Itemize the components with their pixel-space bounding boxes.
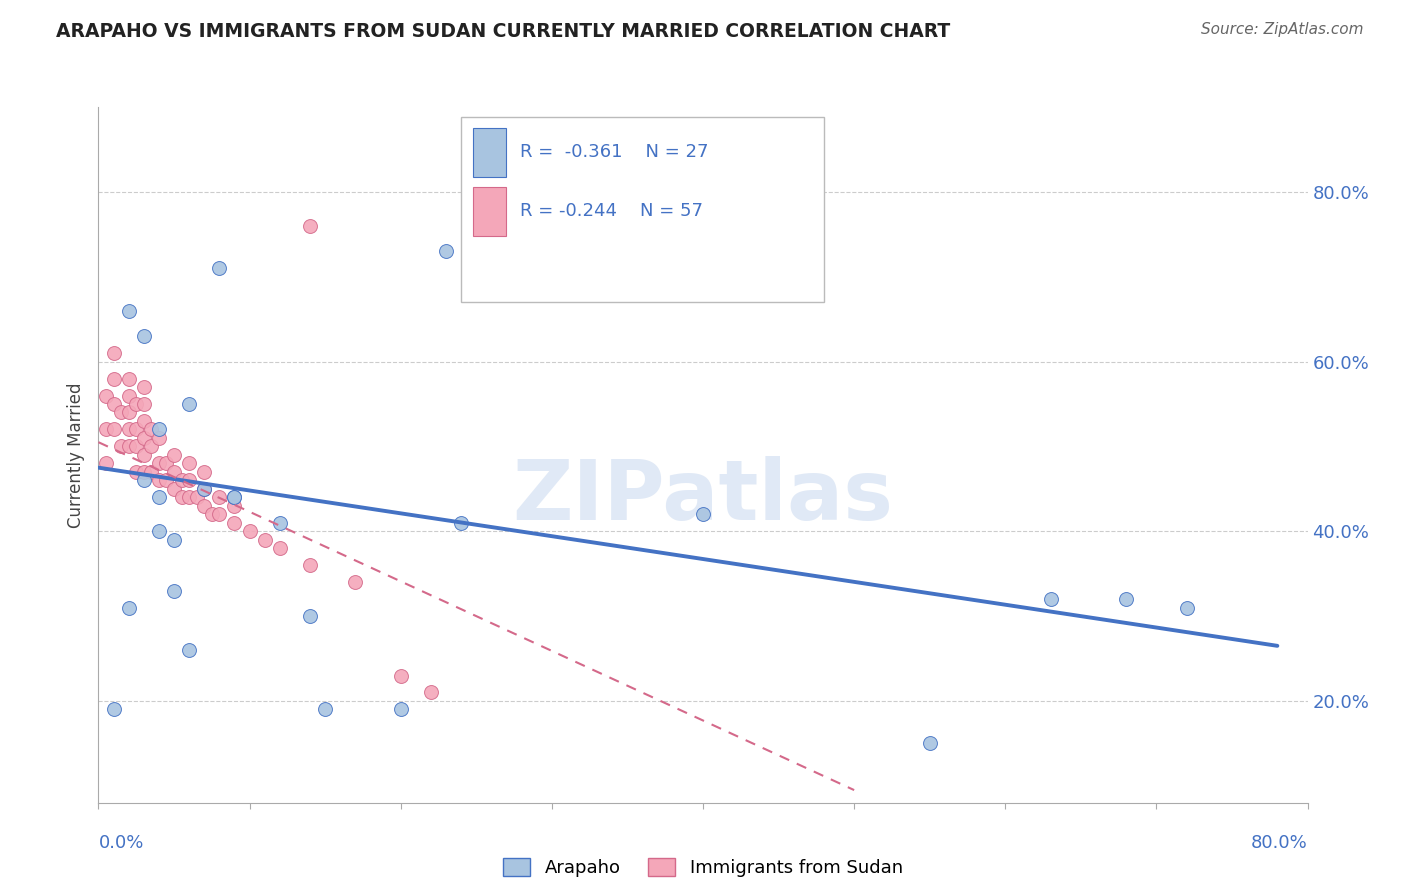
- Point: [186, 491, 208, 505]
- Point: [148, 474, 170, 488]
- Point: [1115, 592, 1137, 607]
- Point: [389, 668, 412, 682]
- Point: [170, 474, 193, 488]
- Point: [208, 261, 231, 276]
- Point: [132, 474, 155, 488]
- Point: [269, 516, 291, 530]
- Point: [163, 533, 186, 547]
- Point: [141, 465, 163, 479]
- Point: [1039, 592, 1062, 607]
- Point: [163, 465, 186, 479]
- Point: [269, 541, 291, 556]
- Point: [132, 431, 155, 445]
- Point: [103, 702, 125, 716]
- Point: [103, 371, 125, 385]
- Point: [224, 491, 246, 505]
- Point: [179, 457, 201, 471]
- Point: [118, 303, 141, 318]
- Point: [163, 583, 186, 598]
- Point: [118, 600, 141, 615]
- Point: [299, 609, 322, 624]
- Point: [94, 422, 117, 436]
- Point: [450, 516, 472, 530]
- Point: [179, 491, 201, 505]
- Point: [132, 329, 155, 343]
- Point: [299, 558, 322, 573]
- Point: [148, 431, 170, 445]
- Point: [132, 397, 155, 411]
- Point: [103, 346, 125, 360]
- Point: [103, 422, 125, 436]
- Point: [125, 465, 148, 479]
- Text: 0.0%: 0.0%: [98, 834, 143, 852]
- Point: [224, 516, 246, 530]
- Text: R =  -0.361    N = 27: R = -0.361 N = 27: [520, 144, 709, 161]
- Point: [170, 491, 193, 505]
- Point: [179, 397, 201, 411]
- Point: [132, 414, 155, 428]
- Point: [179, 474, 201, 488]
- Point: [148, 524, 170, 539]
- Point: [224, 499, 246, 513]
- Point: [125, 397, 148, 411]
- Point: [132, 448, 155, 462]
- Point: [179, 643, 201, 657]
- Point: [118, 371, 141, 385]
- Point: [94, 388, 117, 402]
- Point: [314, 702, 336, 716]
- Point: [148, 422, 170, 436]
- FancyBboxPatch shape: [461, 118, 824, 301]
- Point: [193, 465, 215, 479]
- Point: [132, 380, 155, 394]
- Point: [299, 219, 322, 233]
- Text: Source: ZipAtlas.com: Source: ZipAtlas.com: [1201, 22, 1364, 37]
- Point: [918, 736, 941, 750]
- Point: [208, 508, 231, 522]
- Point: [103, 397, 125, 411]
- Point: [193, 482, 215, 496]
- Point: [118, 422, 141, 436]
- Point: [434, 244, 457, 259]
- Point: [110, 439, 132, 453]
- Text: ARAPAHO VS IMMIGRANTS FROM SUDAN CURRENTLY MARRIED CORRELATION CHART: ARAPAHO VS IMMIGRANTS FROM SUDAN CURRENT…: [56, 22, 950, 41]
- Point: [163, 482, 186, 496]
- Point: [163, 448, 186, 462]
- Point: [125, 422, 148, 436]
- Point: [193, 482, 215, 496]
- Point: [155, 457, 177, 471]
- Point: [141, 422, 163, 436]
- Legend: Arapaho, Immigrants from Sudan: Arapaho, Immigrants from Sudan: [496, 850, 910, 884]
- Point: [208, 491, 231, 505]
- Point: [118, 388, 141, 402]
- Point: [118, 405, 141, 419]
- Point: [239, 524, 262, 539]
- Point: [94, 457, 117, 471]
- Point: [125, 439, 148, 453]
- Point: [692, 508, 714, 522]
- Point: [148, 457, 170, 471]
- Text: ZIPatlas: ZIPatlas: [513, 456, 893, 537]
- Point: [141, 439, 163, 453]
- Point: [193, 499, 215, 513]
- Point: [389, 702, 412, 716]
- Point: [155, 474, 177, 488]
- Point: [110, 405, 132, 419]
- Point: [344, 575, 367, 590]
- Point: [201, 508, 224, 522]
- Point: [420, 685, 443, 699]
- Point: [224, 491, 246, 505]
- Point: [118, 439, 141, 453]
- Point: [148, 491, 170, 505]
- Y-axis label: Currently Married: Currently Married: [67, 382, 86, 528]
- Text: R = -0.244    N = 57: R = -0.244 N = 57: [520, 202, 703, 220]
- Point: [1175, 600, 1198, 615]
- Text: 80.0%: 80.0%: [1251, 834, 1308, 852]
- Point: [132, 465, 155, 479]
- FancyBboxPatch shape: [474, 187, 506, 235]
- Point: [253, 533, 276, 547]
- FancyBboxPatch shape: [474, 128, 506, 177]
